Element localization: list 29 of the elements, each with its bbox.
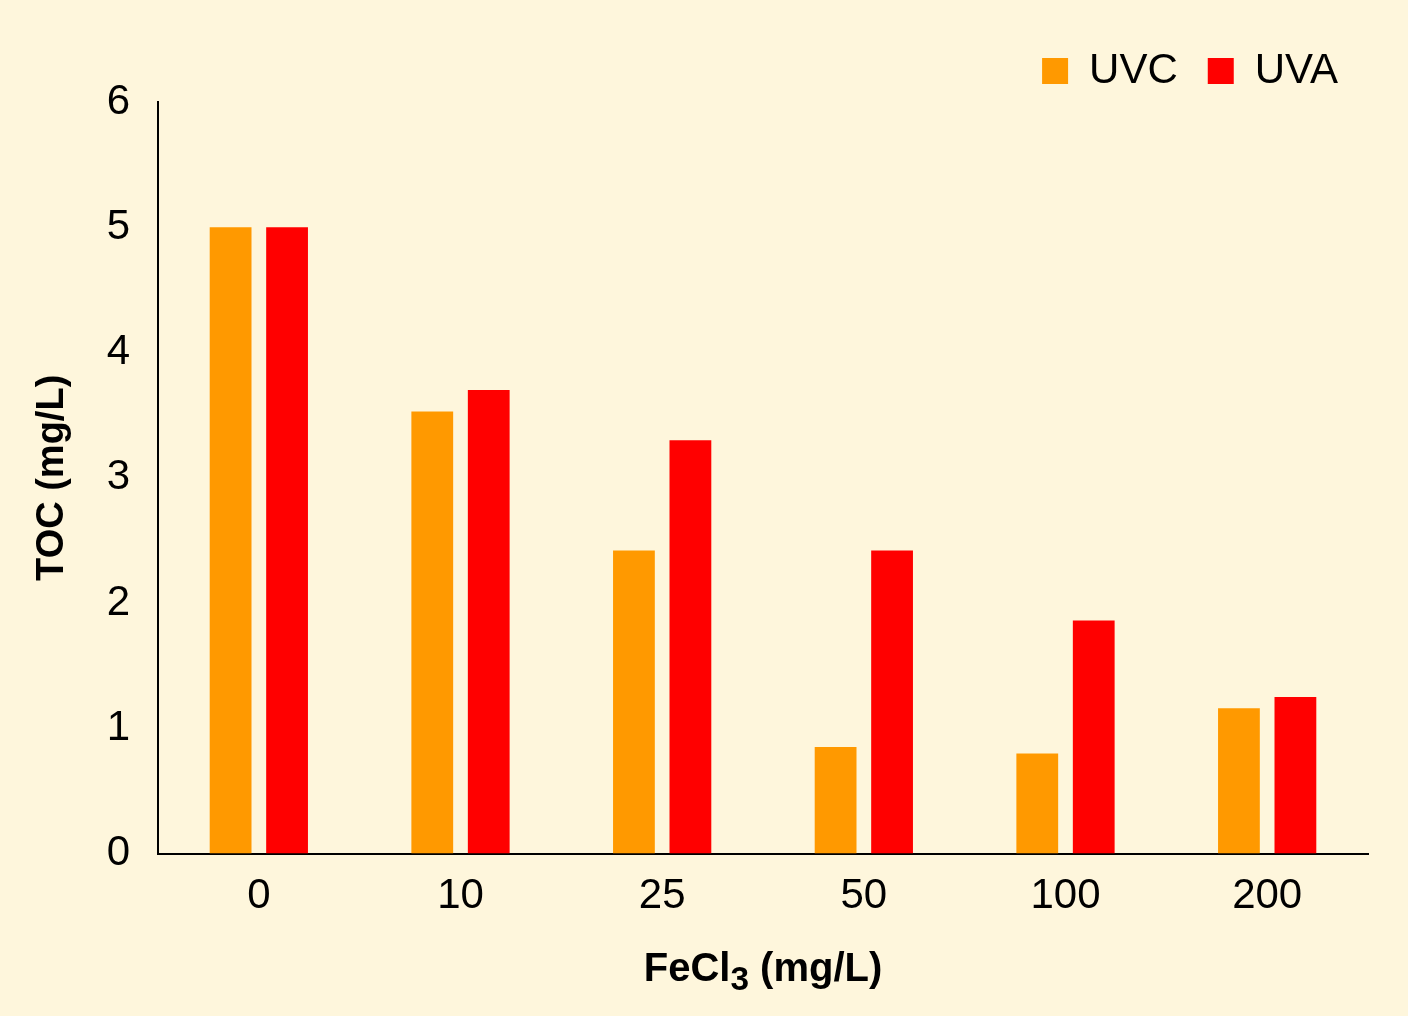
bar bbox=[467, 390, 510, 854]
legend-label: UVC bbox=[1089, 44, 1178, 92]
bar bbox=[814, 747, 857, 854]
bar bbox=[613, 550, 655, 854]
y-tick-label: 0 bbox=[106, 827, 130, 875]
y-tick-label: 2 bbox=[106, 576, 130, 624]
x-tick-label: 50 bbox=[840, 870, 888, 918]
x-tick-label: 0 bbox=[247, 870, 271, 918]
bar bbox=[266, 227, 308, 854]
bar bbox=[209, 227, 252, 854]
y-tick-label: 3 bbox=[106, 451, 130, 499]
bar bbox=[1274, 697, 1317, 854]
y-tick-label: 1 bbox=[106, 701, 130, 749]
bar bbox=[1072, 620, 1115, 854]
y-axis-title: TOC (mg/L) bbox=[29, 374, 72, 581]
x-tick-label: 10 bbox=[437, 870, 484, 918]
x-tick-label: 100 bbox=[1030, 870, 1101, 918]
legend-label: UVA bbox=[1254, 44, 1339, 92]
x-tick-label: 25 bbox=[638, 870, 686, 918]
bar bbox=[871, 550, 913, 854]
bar bbox=[1016, 753, 1059, 854]
y-tick-label: 4 bbox=[106, 326, 130, 374]
x-axis-title: FeCl$_{3}$ (mg/L) bbox=[642, 945, 884, 998]
bar bbox=[669, 440, 712, 854]
bar bbox=[1218, 708, 1260, 854]
bar bbox=[411, 411, 454, 854]
y-tick-label: 6 bbox=[106, 75, 130, 123]
y-tick-label: 5 bbox=[106, 200, 130, 248]
x-tick-label: 200 bbox=[1232, 870, 1303, 918]
